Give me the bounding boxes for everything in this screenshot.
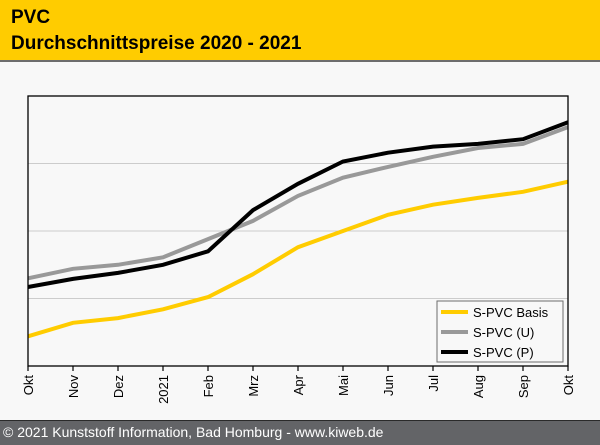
x-tick-label: Feb (201, 375, 216, 397)
chart-title: PVC (11, 7, 51, 28)
chart-header: PVC Durchschnittspreise 2020 - 2021 (0, 0, 600, 62)
series-line-s-pvc-u (27, 125, 569, 281)
copyright-text: © 2021 Kunststoff Information, Bad Hombu… (3, 424, 384, 440)
line-chart: Okt Nov Dez 2021 Feb Mrz Apr Mai Jun Jul Aug Sep Okt… (21, 95, 576, 404)
x-tick-label: Nov (66, 375, 81, 399)
x-tick-label: 2021 (156, 375, 171, 404)
x-tick-label: Aug (471, 375, 486, 398)
x-tick-label: Okt (21, 375, 36, 396)
x-tick-label: Okt (561, 375, 576, 396)
x-tick-label: Jul (426, 375, 441, 392)
series-line-s-pvc-p (27, 120, 569, 289)
legend-label: S-PVC (P) (473, 345, 534, 360)
x-tick-label: Sep (516, 375, 531, 398)
x-tick-label: Apr (291, 374, 306, 395)
legend-label: S-PVC Basis (473, 305, 549, 320)
series-line-s-pvc-basis (27, 179, 569, 339)
legend: S-PVC Basis S-PVC (U) S-PVC (P) (436, 300, 564, 363)
x-tick-label: Mai (336, 375, 351, 396)
legend-label: S-PVC (U) (473, 325, 534, 340)
footer: © 2021 Kunststoff Information, Bad Hombu… (0, 420, 600, 445)
x-tick-label: Dez (111, 375, 126, 398)
x-tick-label: Mrz (246, 375, 261, 397)
chart-subtitle: Durchschnittspreise 2020 - 2021 (11, 33, 302, 54)
x-tick-label: Jun (381, 375, 396, 396)
